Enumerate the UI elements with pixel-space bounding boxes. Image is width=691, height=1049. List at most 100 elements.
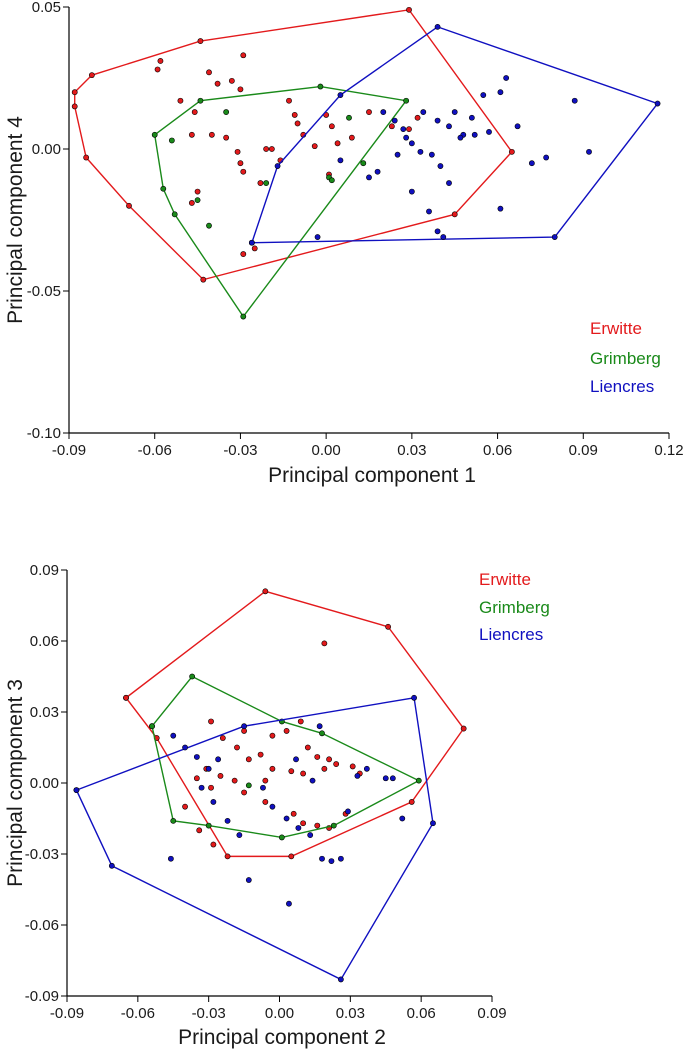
data-point	[269, 803, 276, 810]
data-point	[446, 180, 452, 186]
data-point	[205, 765, 212, 772]
data-point	[321, 765, 328, 772]
hull-vertex-point	[411, 694, 417, 701]
data-point	[408, 188, 415, 195]
data-point	[297, 718, 304, 725]
hull-liencres	[75, 696, 434, 981]
data-point	[406, 126, 412, 133]
hull-vertex-point	[451, 211, 458, 218]
data-point	[328, 858, 335, 864]
data-point	[210, 799, 217, 805]
data-point	[215, 756, 222, 763]
hull-vertex-point	[288, 853, 295, 860]
data-point	[328, 177, 335, 184]
data-point	[334, 140, 341, 147]
x-axis-title: Principal component 2	[178, 1026, 386, 1049]
hull-liencres	[250, 26, 659, 244]
hull-vertex-point	[434, 23, 441, 30]
x-tick-label: -0.09	[50, 1005, 84, 1022]
data-point	[354, 773, 361, 779]
data-point	[348, 134, 355, 141]
x-tick-label: -0.09	[52, 442, 86, 459]
x-tick-label: 0.03	[336, 1005, 365, 1022]
data-point	[294, 120, 301, 127]
hull-vertex-point	[71, 103, 78, 110]
x-tick-label: 0.06	[483, 442, 512, 459]
data-point	[188, 131, 195, 138]
hull-vertex-point	[385, 623, 392, 630]
data-point	[167, 855, 174, 862]
y-axis-title: Principal component 4	[4, 116, 27, 324]
data-point	[168, 137, 175, 144]
data-point	[234, 148, 241, 155]
y-tick-label: 0.00	[30, 775, 59, 792]
data-point	[399, 815, 406, 822]
hull-vertex-point	[151, 131, 158, 138]
data-point	[228, 77, 235, 84]
data-point	[400, 126, 407, 133]
data-point	[283, 815, 290, 822]
data-point	[337, 855, 344, 862]
hull-vertex-point	[189, 673, 196, 680]
data-point	[321, 640, 328, 647]
data-point	[182, 744, 188, 751]
data-point	[237, 86, 244, 93]
data-point	[434, 117, 441, 124]
data-point	[543, 154, 550, 161]
hull-vertex-point	[337, 92, 344, 98]
y-tick-label: 0.05	[32, 0, 61, 16]
x-tick-label: 0.09	[569, 442, 598, 459]
y-tick-label: -0.05	[27, 283, 61, 300]
x-tick-label: 0.12	[654, 442, 683, 459]
hull-vertex-point	[170, 817, 177, 824]
data-point	[451, 109, 458, 115]
data-point	[219, 735, 226, 741]
data-point	[206, 69, 212, 76]
data-point	[214, 80, 221, 87]
data-point	[241, 789, 247, 796]
hull-vertex-point	[197, 38, 204, 44]
x-tick-label: -0.03	[223, 442, 257, 459]
data-point	[240, 52, 247, 59]
data-point	[236, 832, 243, 838]
data-point	[224, 817, 231, 824]
data-point	[208, 718, 214, 725]
data-point	[434, 228, 441, 235]
hull-vertex-point	[654, 100, 661, 107]
data-point	[571, 97, 578, 104]
y-tick-label: 0.09	[30, 562, 59, 579]
data-point	[328, 123, 335, 130]
data-point	[241, 728, 247, 734]
data-point	[403, 134, 410, 141]
data-point	[283, 728, 290, 734]
data-point	[245, 782, 252, 789]
data-point	[206, 222, 212, 229]
data-point	[437, 163, 444, 169]
data-point	[188, 200, 195, 206]
hull-vertex-point	[330, 822, 337, 829]
data-point	[309, 777, 316, 784]
data-point	[497, 205, 504, 212]
hull-vertex-point	[83, 154, 90, 161]
hull-vertex-point	[241, 723, 247, 730]
data-point	[237, 160, 244, 167]
hull-vertex-point	[408, 799, 415, 805]
hull-vertex-point	[262, 588, 269, 595]
hull-vertex-point	[317, 83, 324, 90]
hull-grimberg	[151, 675, 421, 839]
data-point	[366, 174, 372, 181]
data-point	[408, 140, 415, 147]
data-point	[194, 188, 201, 195]
hull-vertex-point	[460, 725, 467, 732]
data-point	[223, 109, 230, 115]
legend-liencres: Liencres	[479, 625, 543, 644]
hull-vertex-point	[149, 723, 155, 730]
y-tick-label: 0.06	[30, 633, 59, 650]
data-point	[316, 723, 323, 730]
data-point	[345, 808, 351, 815]
series-liencres	[248, 23, 661, 246]
x-tick-label: -0.06	[121, 1005, 155, 1022]
y-tick-label: -0.06	[25, 917, 59, 934]
data-point	[471, 131, 478, 138]
y-axis-title: Principal component 3	[4, 679, 27, 887]
